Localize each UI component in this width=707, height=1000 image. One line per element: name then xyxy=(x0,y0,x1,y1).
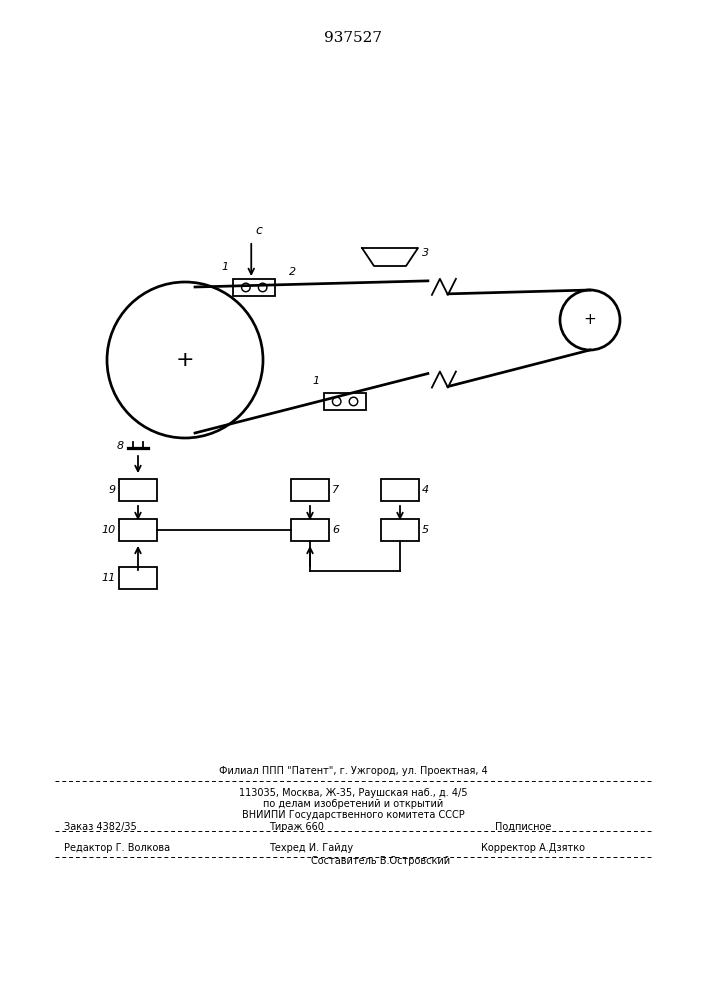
Bar xyxy=(291,519,329,541)
Text: 937527: 937527 xyxy=(324,31,382,45)
Text: Заказ 4382/35: Заказ 4382/35 xyxy=(64,822,136,832)
Bar xyxy=(291,479,329,501)
Text: +: + xyxy=(175,350,194,370)
Bar xyxy=(119,567,157,589)
Text: ВНИИПИ Государственного комитета СССР: ВНИИПИ Государственного комитета СССР xyxy=(242,810,465,820)
Text: Редактор Г. Волкова: Редактор Г. Волкова xyxy=(64,843,170,853)
Text: Подписное: Подписное xyxy=(495,822,551,832)
Bar xyxy=(381,479,419,501)
Text: 1: 1 xyxy=(221,262,228,272)
Text: Корректор А.Дзятко: Корректор А.Дзятко xyxy=(481,843,585,853)
Text: Техред И. Гайду: Техред И. Гайду xyxy=(269,843,353,853)
Text: 10: 10 xyxy=(102,525,116,535)
Text: +: + xyxy=(583,312,597,328)
Bar xyxy=(233,279,275,296)
Bar xyxy=(119,519,157,541)
Text: Филиал ППП "Патент", г. Ужгород, ул. Проектная, 4: Филиал ППП "Патент", г. Ужгород, ул. Про… xyxy=(219,766,488,776)
Text: 11: 11 xyxy=(102,573,116,583)
Text: 3: 3 xyxy=(422,248,429,258)
Bar xyxy=(381,519,419,541)
Text: 5: 5 xyxy=(422,525,429,535)
Text: 1: 1 xyxy=(312,376,320,386)
Text: 9: 9 xyxy=(109,485,116,495)
Text: 4: 4 xyxy=(422,485,429,495)
Bar xyxy=(119,479,157,501)
Text: 2: 2 xyxy=(289,267,296,277)
Bar xyxy=(324,393,366,410)
Text: 6: 6 xyxy=(332,525,339,535)
Text: 7: 7 xyxy=(332,485,339,495)
Text: 113035, Москва, Ж-35, Раушская наб., д. 4/5: 113035, Москва, Ж-35, Раушская наб., д. … xyxy=(239,788,468,798)
Text: c: c xyxy=(255,224,262,237)
Text: Составитель В.Островский: Составитель В.Островский xyxy=(311,856,450,866)
Text: Тираж 660: Тираж 660 xyxy=(269,822,324,832)
Text: по делам изобретений и открытий: по делам изобретений и открытий xyxy=(264,799,443,809)
Text: 8: 8 xyxy=(117,441,124,451)
